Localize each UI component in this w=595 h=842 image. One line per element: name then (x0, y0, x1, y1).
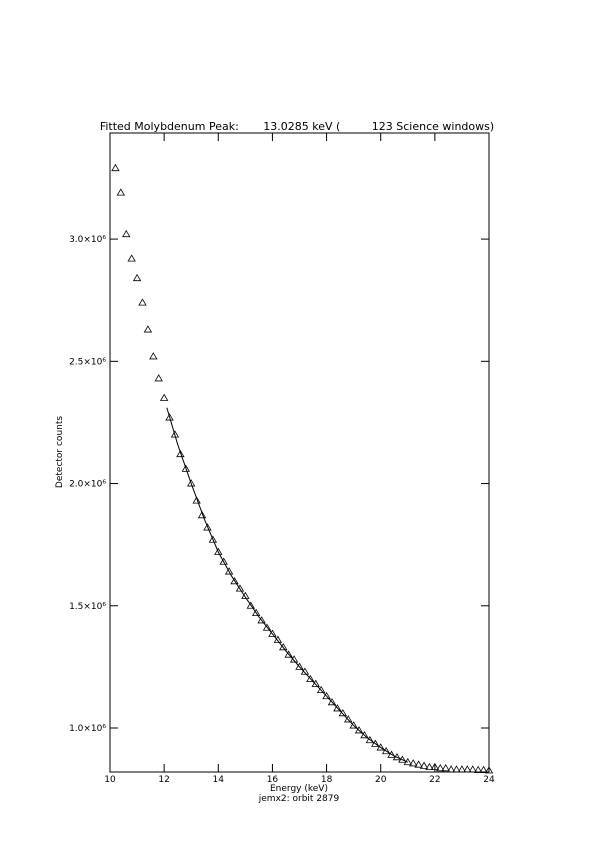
data-point (322, 691, 331, 700)
data-point (284, 650, 293, 658)
data-point (170, 430, 180, 438)
data-point (279, 643, 288, 651)
data-point (468, 765, 477, 773)
data-point (295, 662, 304, 670)
y-tick-label: 1.5×10⁶ (69, 602, 106, 612)
x-axis-label: Energy (keV) (270, 784, 328, 794)
x-tick-label: 24 (483, 775, 495, 785)
data-point (376, 743, 385, 751)
x-tick-label: 22 (429, 775, 440, 785)
data-point (473, 765, 483, 773)
data-point (316, 685, 326, 694)
data-point (224, 567, 234, 575)
data-point (430, 762, 440, 771)
x-tick-label: 18 (321, 775, 333, 785)
data-point (262, 623, 272, 631)
data-point (241, 591, 250, 599)
data-point (463, 765, 472, 773)
data-point (208, 535, 218, 543)
y-axis-label: Detector counts (55, 416, 65, 488)
data-point (116, 188, 126, 196)
subtitle: jemx2: orbit 2879 (258, 794, 340, 804)
data-point (192, 496, 201, 504)
data-point (122, 229, 131, 238)
data-point (452, 765, 461, 773)
data-point (479, 765, 488, 773)
data-point (235, 584, 245, 592)
data-point (187, 479, 196, 487)
data-point (149, 352, 158, 360)
data-point (306, 674, 315, 683)
data-point (441, 764, 450, 772)
y-tick-label: 2.0×10⁶ (69, 480, 106, 490)
y-tick-label: 3.0×10⁶ (69, 235, 106, 245)
data-point (349, 721, 358, 729)
data-point (138, 298, 147, 306)
data-point (354, 726, 364, 734)
data-point (214, 547, 223, 555)
y-tick-label: 1.0×10⁶ (69, 724, 106, 734)
x-tick-label: 20 (375, 775, 387, 785)
data-point (425, 762, 434, 771)
data-point (176, 449, 185, 458)
data-point (219, 557, 228, 565)
data-point (181, 464, 190, 472)
chart-title: Fitted Molybdenum Peak: 13.0285 keV ( 12… (100, 120, 494, 133)
data-point (268, 629, 277, 637)
data-point (484, 766, 494, 774)
data-point (387, 750, 396, 758)
data-point (436, 764, 445, 772)
data-point (338, 709, 348, 717)
data-point (154, 374, 163, 382)
data-point (414, 760, 423, 768)
data-point (246, 601, 255, 609)
data-point (333, 704, 342, 712)
x-tick-label: 14 (213, 775, 225, 785)
data-point (251, 608, 261, 617)
data-point (203, 523, 212, 531)
data-point (273, 635, 283, 643)
data-point (360, 731, 369, 739)
data-point (365, 735, 375, 744)
data-point (143, 325, 153, 333)
data-point (419, 761, 429, 769)
data-point (371, 739, 380, 747)
data-point (409, 759, 418, 767)
data-point (127, 254, 136, 262)
x-tick-label: 16 (267, 775, 279, 785)
fit-line (166, 407, 408, 763)
data-point (132, 273, 142, 282)
data-point (165, 413, 174, 421)
data-point (311, 679, 320, 687)
y-tick-label: 2.5×10⁶ (69, 357, 106, 367)
plot-frame (109, 132, 490, 773)
data-point (327, 698, 337, 706)
data-point (159, 393, 169, 401)
data-point (257, 616, 266, 624)
data-point (197, 511, 207, 519)
data-point (344, 715, 353, 723)
data-point (446, 765, 456, 773)
x-tick-label: 10 (104, 775, 116, 785)
data-point (111, 163, 120, 172)
x-tick-label: 12 (158, 775, 169, 785)
data-point (457, 765, 467, 773)
data-point (230, 577, 239, 585)
data-point (381, 746, 391, 755)
